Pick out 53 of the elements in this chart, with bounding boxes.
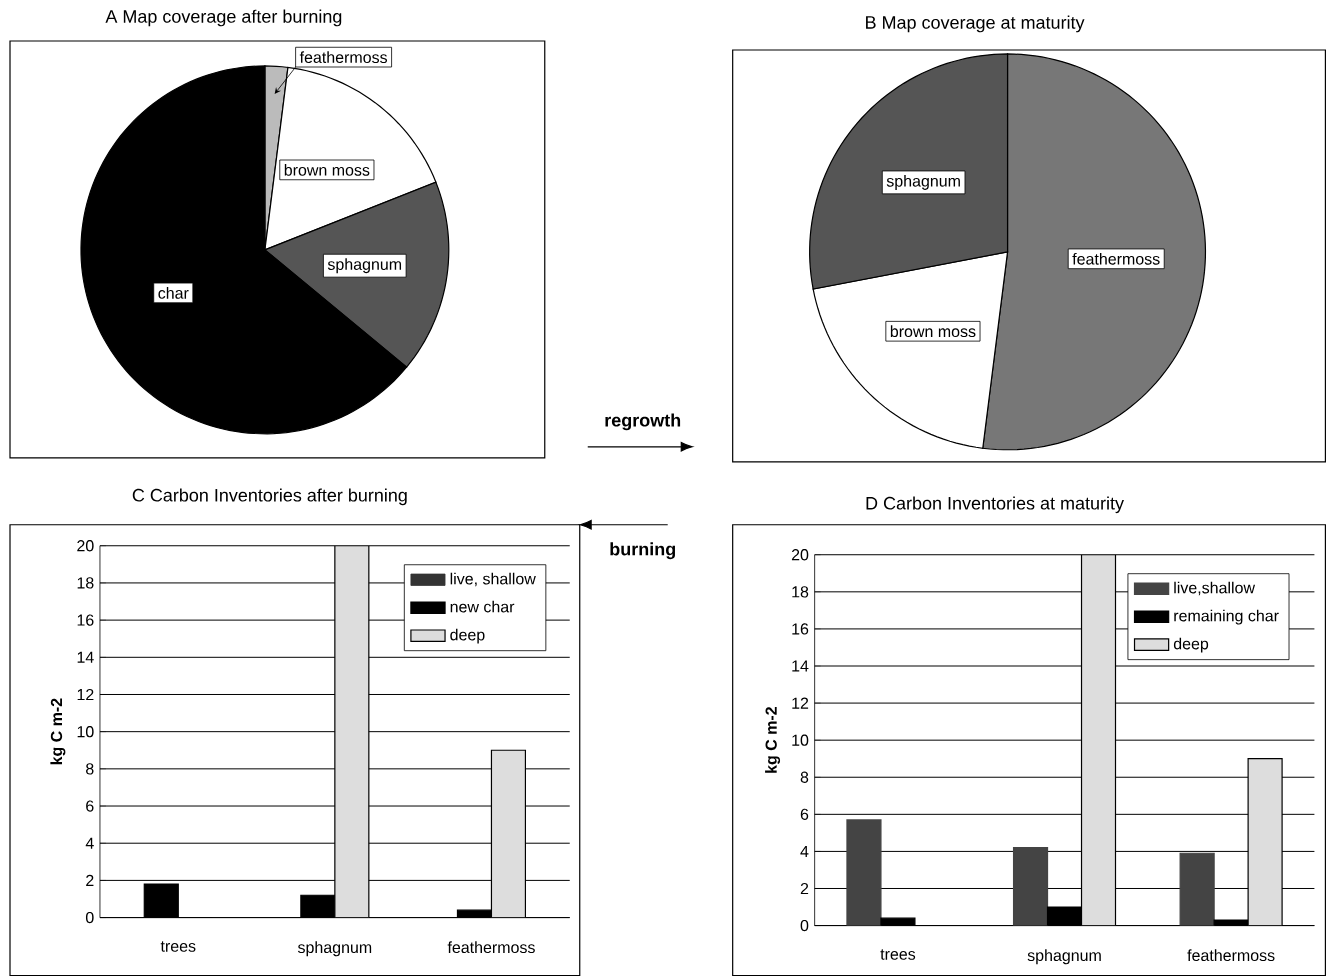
bar <box>334 545 370 918</box>
slice-label: char <box>158 286 189 299</box>
y-tick-label: 14 <box>77 651 94 663</box>
x-tick-label: trees <box>880 949 916 960</box>
slice-label: brown moss <box>284 163 370 176</box>
bar <box>1247 758 1283 926</box>
y-tick-label: 16 <box>77 614 94 626</box>
chart-title: D Carbon Inventories at maturity <box>866 496 1124 514</box>
y-tick-label: 10 <box>792 734 809 746</box>
x-tick-label: sphagnum <box>297 941 372 957</box>
text: regrowth <box>605 413 681 431</box>
slice-label: brown moss <box>890 325 976 338</box>
y-tick-label: 20 <box>77 540 94 552</box>
y-tick-label: 0 <box>85 911 94 924</box>
legend-label: deep <box>450 628 485 644</box>
y-axis-title: kg C m-2 <box>765 706 781 773</box>
y-tick-label: 12 <box>792 697 809 709</box>
y-tick-label: 14 <box>792 660 809 672</box>
y-axis-title: kg C m-2 <box>50 698 66 765</box>
chart-title: C Carbon Inventories after burning <box>132 488 407 506</box>
y-tick-label: 8 <box>86 763 94 775</box>
y-tick-label: 18 <box>792 586 809 598</box>
legend-label: live,shallow <box>1174 581 1256 596</box>
chart-title: B Map coverage at maturity <box>866 15 1085 33</box>
y-tick-label: 12 <box>77 688 94 700</box>
slice-label: sphagnum <box>327 258 402 274</box>
y-tick-label: 6 <box>86 800 94 812</box>
legend-label: remaining char <box>1174 609 1279 625</box>
legend-label: deep <box>1173 637 1209 653</box>
x-tick-label: feathermoss <box>447 941 535 953</box>
x-tick-label: sphagnum <box>1027 949 1101 965</box>
text: burning <box>610 542 675 560</box>
y-tick-label: 20 <box>791 549 809 561</box>
y-tick-label: 0 <box>800 919 809 932</box>
y-tick-label: 4 <box>800 845 809 857</box>
y-tick-label: 10 <box>77 725 94 738</box>
slice-label: feathermoss <box>299 51 388 63</box>
y-tick-label: 8 <box>800 771 809 783</box>
y-tick-label: 2 <box>86 874 94 886</box>
y-tick-label: 18 <box>77 577 94 589</box>
x-tick-label: trees <box>160 941 196 952</box>
x-tick-label: feathermoss <box>1187 949 1275 961</box>
legend-label: live, shallow <box>450 572 536 587</box>
y-tick-label: 2 <box>800 882 809 894</box>
y-tick-label: 6 <box>800 808 809 820</box>
y-tick-label: 16 <box>792 623 809 635</box>
bar <box>490 749 527 918</box>
slice-label: feathermoss <box>1072 252 1160 265</box>
bar <box>1080 554 1117 926</box>
chart-title: A Map coverage after burning <box>105 9 342 27</box>
legend-label: new char <box>450 600 515 613</box>
slice-label: sphagnum <box>886 174 960 190</box>
y-tick-label: 4 <box>85 837 94 849</box>
